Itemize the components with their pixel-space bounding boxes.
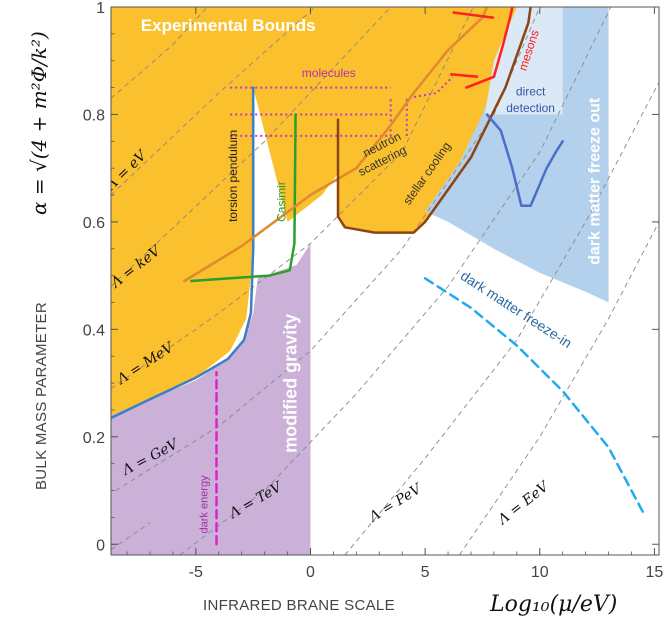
curve-direct-detection <box>485 113 564 208</box>
annotation-direct: direct <box>516 85 546 99</box>
x-axis-math-label: Log₁₀(μ/eV) <box>489 592 617 617</box>
y-tick-label: 0.6 <box>83 215 105 232</box>
molecules-line-2 <box>230 98 392 137</box>
y-tick-label: 0.8 <box>83 107 105 124</box>
curve-mesons-extra-0 <box>452 11 495 19</box>
curve-stellar-cooling <box>336 7 532 234</box>
scale-line-extra-1 <box>111 522 151 550</box>
annotation-molecules: molecules <box>302 66 356 80</box>
curve-mesons <box>465 7 514 89</box>
y-axis-math-label: α = √(4 + m²Φ/k²) <box>27 31 51 215</box>
curve-torsion-pendulum <box>111 86 255 420</box>
region-dark-matter-freeze-out <box>425 7 609 303</box>
curve-neutron-scattering <box>183 7 489 283</box>
y-tick-label: 1 <box>96 0 105 17</box>
annotation-pev: Λ = PeV <box>365 480 426 526</box>
x-tick-label: 0 <box>306 564 315 581</box>
scale-line-tev <box>179 7 612 555</box>
annotation-casimir: Casimir <box>274 181 288 222</box>
scale-line-extra-0 <box>111 7 208 99</box>
y-tick-label: 0 <box>96 537 105 554</box>
x-tick-label: 10 <box>531 564 549 581</box>
scale-line-eev <box>459 221 659 555</box>
annotation-torsion-pendulum: torsion pendulum <box>226 130 240 222</box>
axis-labels: INFRARED BRANE SCALE Log₁₀(μ/eV) BULK MA… <box>27 31 617 617</box>
annotation-modified-gravity: modified gravity <box>281 314 301 453</box>
x-tick-label: 15 <box>646 564 664 581</box>
annotation-dark-matter-freeze-out: dark matter freeze out <box>586 97 603 265</box>
scale-line-pev <box>344 81 659 555</box>
x-axis-label: INFRARED BRANE SCALE <box>203 597 395 614</box>
y-tick-label: 0.4 <box>83 322 105 339</box>
curve-mesons-extra-1 <box>450 72 479 79</box>
annotation-experimental-bounds: Experimental Bounds <box>141 16 316 35</box>
y-axis-label: BULK MASS PARAMETER <box>33 302 50 490</box>
x-tick-label: 5 <box>421 564 430 581</box>
region-experimental-bounds <box>111 7 531 421</box>
y-tick-label: 0.2 <box>83 430 105 447</box>
plot-area: Experimental Bounds modified gravity dark … <box>111 7 659 555</box>
scale-line-kev <box>111 7 392 287</box>
region-modified-gravity <box>111 243 311 555</box>
annotation-detection: detection <box>506 101 555 115</box>
curve-casimir <box>190 113 297 283</box>
annotation-eev: Λ = EeV <box>494 478 554 530</box>
curve-dark-matter-freeze-in <box>423 277 645 514</box>
x-tick-label: -5 <box>189 564 203 581</box>
axes: -5 0 5 10 15 0 0.2 0.4 0.6 0.8 1 <box>83 0 664 581</box>
scale-line-mev <box>111 7 474 389</box>
plot-frame <box>110 6 660 556</box>
scale-line-ev <box>111 7 316 196</box>
annotation-dark-energy: dark energy <box>198 475 210 534</box>
